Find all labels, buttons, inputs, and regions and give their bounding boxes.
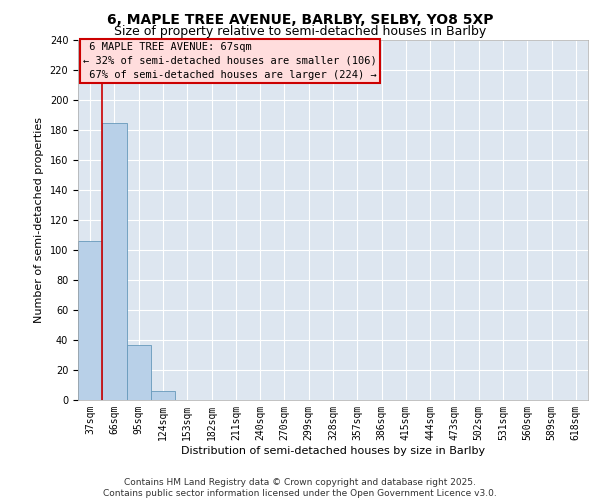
Bar — [78, 241, 102, 400]
X-axis label: Distribution of semi-detached houses by size in Barlby: Distribution of semi-detached houses by … — [181, 446, 485, 456]
Text: Contains HM Land Registry data © Crown copyright and database right 2025.
Contai: Contains HM Land Registry data © Crown c… — [103, 478, 497, 498]
Bar — [127, 344, 151, 400]
Text: Size of property relative to semi-detached houses in Barlby: Size of property relative to semi-detach… — [114, 25, 486, 38]
Bar — [151, 391, 175, 400]
Bar — [102, 122, 127, 400]
Text: 6 MAPLE TREE AVENUE: 67sqm
← 32% of semi-detached houses are smaller (106)
 67% : 6 MAPLE TREE AVENUE: 67sqm ← 32% of semi… — [83, 42, 377, 80]
Y-axis label: Number of semi-detached properties: Number of semi-detached properties — [34, 117, 44, 323]
Text: 6, MAPLE TREE AVENUE, BARLBY, SELBY, YO8 5XP: 6, MAPLE TREE AVENUE, BARLBY, SELBY, YO8… — [107, 12, 493, 26]
